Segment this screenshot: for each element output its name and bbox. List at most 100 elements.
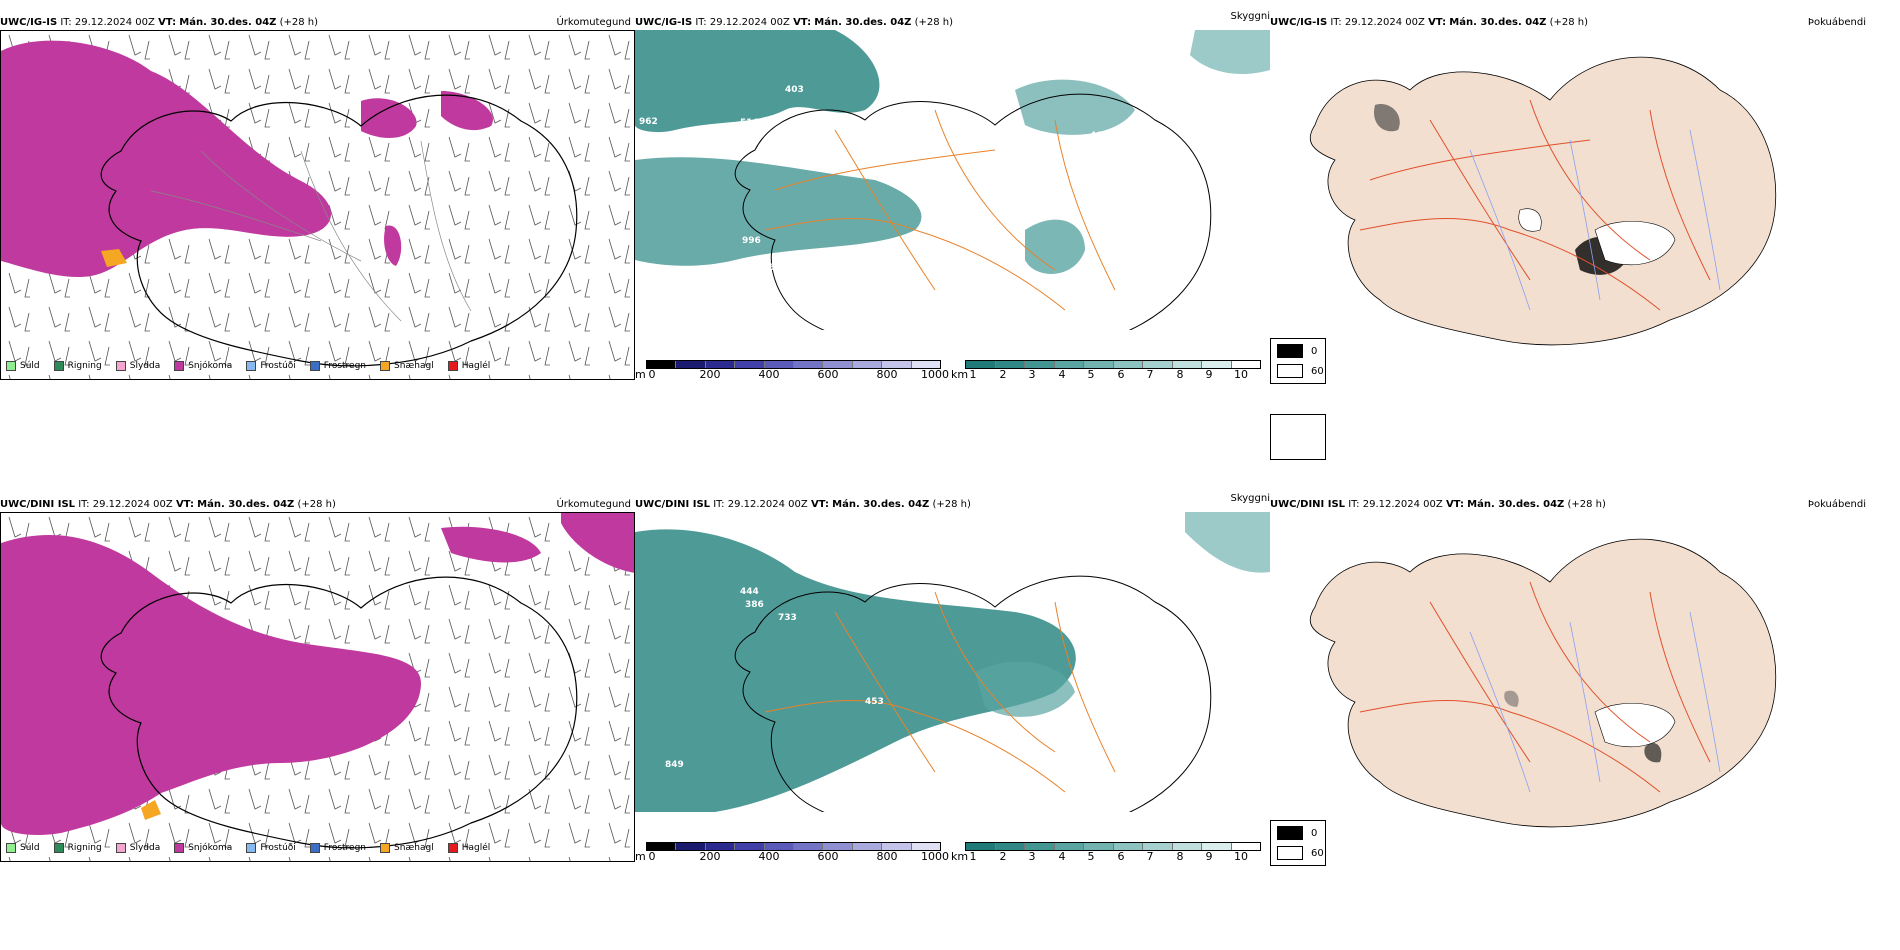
panel-header: UWC/DINI ISL IT: 29.12.2024 00Z VT: Mán.… xyxy=(1270,499,1606,510)
visibility-map: 444 386 733 453 849 490 xyxy=(635,512,1270,812)
visibility-colorbar-cells xyxy=(965,360,1261,369)
ceiling-label: 962 xyxy=(639,117,658,127)
coastline xyxy=(734,575,1212,812)
low-visibility-area xyxy=(1190,30,1270,75)
fog-map xyxy=(1270,512,1870,842)
precip-type-panel-2: UWC/DINI ISL IT: 29.12.2024 00Z VT: Mán.… xyxy=(0,498,635,948)
ceiling-label: 453 xyxy=(865,697,884,707)
fog-panel-1: UWC/IG-IS IT: 29.12.2024 00Z VT: Mán. 30… xyxy=(1270,16,1900,384)
fog-legend: 0 60 xyxy=(1270,338,1326,384)
visibility-panel-2: UWC/DINI ISL IT: 29.12.2024 00Z VT: Mán.… xyxy=(635,493,1270,948)
ceiling-colorbar: m 0 200 400 600 800 1000 xyxy=(635,360,949,382)
fog-legend-1 xyxy=(1270,414,1326,460)
fog-legend: 0 60 xyxy=(1270,820,1326,866)
ceiling-labels: 403 962 514 562 402 38 996 866 609 150 xyxy=(639,85,1156,305)
panel-header: UWC/DINI ISL IT: 29.12.2024 00Z VT: Mán.… xyxy=(0,499,336,510)
coastline xyxy=(100,576,578,849)
legend-item: Snæhagl xyxy=(380,843,434,853)
ceiling-label: 444 xyxy=(740,587,759,597)
precip-map-svg-2 xyxy=(1,513,634,861)
legend-item: Frostregn xyxy=(309,843,366,853)
ice-pellets-area xyxy=(101,249,127,267)
visibility-map: 403 962 514 562 402 38 996 866 609 150 xyxy=(635,30,1270,330)
fog-map-svg xyxy=(1309,56,1777,346)
low-visibility-area xyxy=(635,529,1076,812)
low-visibility-area xyxy=(975,661,1075,717)
low-visibility-area xyxy=(1015,79,1135,135)
ceiling-label: 733 xyxy=(778,613,797,623)
fog-area xyxy=(1504,690,1519,707)
ceiling-label: 150 xyxy=(1020,295,1039,305)
ceiling-colorbar: m 0 200 400 600 800 1000 xyxy=(635,842,949,864)
panel-header: UWC/DINI ISL IT: 29.12.2024 00Z VT: Mán.… xyxy=(635,499,971,510)
fog-legend-swatch-black xyxy=(1277,344,1303,358)
panel-title: Þokuábendi xyxy=(1807,499,1866,510)
glacier xyxy=(1518,208,1542,232)
legend-swatch xyxy=(309,361,320,371)
fog-panel-2: UWC/DINI ISL IT: 29.12.2024 00Z VT: Mán.… xyxy=(1270,498,1900,948)
legend-swatch xyxy=(174,361,185,371)
panel-header: UWC/IG-IS IT: 29.12.2024 00Z VT: Mán. 30… xyxy=(635,17,954,28)
precip-legend: Súld Rigning Slydda Snjókoma Frostúði Fr… xyxy=(0,839,498,857)
fog-area xyxy=(1374,104,1400,132)
ceiling-label: 996 xyxy=(742,236,761,246)
legend-item: Frostúði xyxy=(246,361,296,371)
snow-area xyxy=(384,225,402,266)
ceiling-unit: m xyxy=(635,368,646,381)
legend-item: Snæhagl xyxy=(380,361,434,371)
ice-pellets-area xyxy=(141,800,161,820)
legend-item: Slydda xyxy=(115,361,160,371)
land xyxy=(1309,538,1777,828)
fog-map xyxy=(1270,30,1870,360)
roads xyxy=(764,109,1116,311)
ceiling-labels: 444 386 733 453 849 490 xyxy=(665,587,1079,773)
snow-area xyxy=(1,534,421,835)
legend-swatch xyxy=(246,361,257,371)
legend-swatch xyxy=(380,361,391,371)
roads xyxy=(1359,99,1711,311)
legend-item: Rigning xyxy=(53,361,102,371)
snow-area xyxy=(441,526,541,563)
legend-item: Frostúði xyxy=(246,843,296,853)
ceiling-label: 562 xyxy=(780,148,799,158)
panel-title: Úrkomutegund xyxy=(556,499,631,510)
init-time: 29.12.2024 00Z xyxy=(74,17,155,28)
legend-swatch xyxy=(6,361,16,371)
low-visibility-area xyxy=(1185,512,1270,573)
ceiling-label: 609 xyxy=(735,268,754,278)
precip-map xyxy=(0,30,635,380)
model-name: UWC/IG-IS xyxy=(0,17,58,28)
ceiling-tick: 800 xyxy=(876,368,898,381)
panel-title: Skyggni xyxy=(1230,11,1270,22)
legend-swatch xyxy=(53,361,64,371)
row1: UWC/IG-IS IT: 29.12.2024 00Z VT: Mán. 30… xyxy=(0,11,1900,460)
precip-map-svg xyxy=(1,31,634,379)
panel-header: UWC/IG-IS IT: 29.12.2024 00Z VT: Mán. 30… xyxy=(1270,17,1589,28)
ceiling-tick: 0 xyxy=(648,368,656,381)
ceiling-label: 490 xyxy=(1060,763,1079,773)
legend-item: Haglél xyxy=(447,361,490,371)
ceiling-label: 403 xyxy=(785,85,804,95)
snow-area xyxy=(1,40,331,278)
legend-item: Haglél xyxy=(447,843,490,853)
visibility-map-svg: 403 962 514 562 402 38 996 866 609 150 xyxy=(635,30,1270,330)
fog-legend-swatch-white xyxy=(1277,364,1303,378)
precip-legend: Súld Rigning Slydda Snjókoma Frostúði Fr… xyxy=(0,357,498,375)
panel-title: Skyggni xyxy=(1230,493,1270,504)
snow-area xyxy=(561,513,634,573)
ceiling-tick: 200 xyxy=(699,368,721,381)
legend-swatch xyxy=(447,361,458,371)
legend-item: Rigning xyxy=(53,843,102,853)
fog-map-svg-2 xyxy=(1309,538,1777,828)
panel-title: Úrkomutegund xyxy=(556,17,631,28)
ceiling-label: 514 xyxy=(740,118,759,128)
fog-area xyxy=(1644,742,1662,763)
ceiling-label: 402 xyxy=(1090,131,1109,141)
precip-map xyxy=(0,512,635,862)
legend-item: Snjókoma xyxy=(174,843,232,853)
visibility-colorbar: km 1 2 3 4 5 6 7 8 9 10 xyxy=(951,360,1261,382)
roads xyxy=(1359,581,1711,793)
ceiling-label: 38 xyxy=(1143,145,1156,155)
ceiling-label: 386 xyxy=(745,600,764,610)
panel-title: Þokuábendi xyxy=(1807,17,1866,28)
